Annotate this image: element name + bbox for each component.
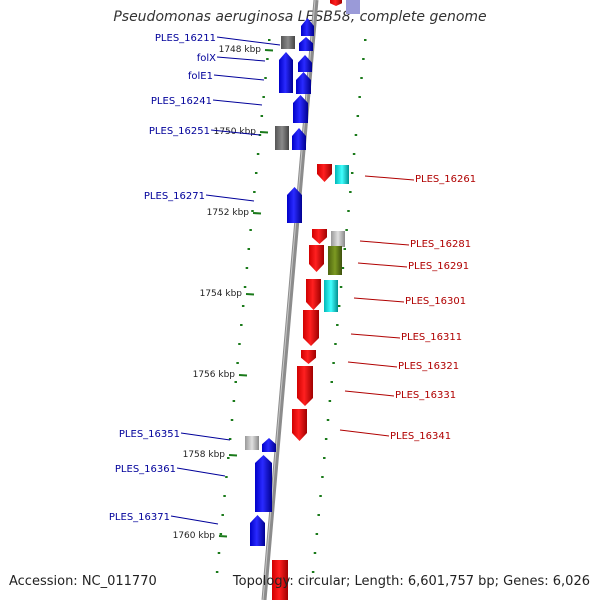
gene-label[interactable]: folX bbox=[197, 53, 216, 64]
minus-strand-labels: PLES_16261 PLES_16281 PLES_16291 PLES_16… bbox=[339, 174, 476, 442]
plus-strand-guide-dots bbox=[215, 39, 271, 573]
gene-label[interactable]: PLES_16301 bbox=[405, 296, 466, 307]
misc-feature bbox=[245, 436, 259, 450]
gene-label[interactable]: PLES_16351 bbox=[119, 429, 180, 440]
gene-label[interactable]: PLES_16241 bbox=[151, 96, 212, 107]
minus-strand-gene bbox=[317, 164, 332, 182]
misc-feature bbox=[335, 165, 349, 184]
gene-label[interactable]: PLES_16361 bbox=[115, 464, 176, 475]
gene-label[interactable]: PLES_16211 bbox=[155, 33, 216, 44]
gene-label[interactable]: PLES_16251 bbox=[149, 126, 210, 137]
plus-strand-gene bbox=[255, 455, 272, 512]
gene-label[interactable]: PLES_16371 bbox=[109, 512, 170, 523]
position-label: 1754 kbp bbox=[200, 289, 243, 299]
gene-label[interactable]: PLES_16341 bbox=[390, 431, 451, 442]
genome-summary-text: Topology: circular; Length: 6,601,757 bp… bbox=[232, 574, 590, 589]
plus-strand-labels: PLES_16211 folX folE1 PLES_16241 PLES_16… bbox=[109, 33, 281, 525]
plus-strand-gene bbox=[293, 95, 308, 123]
minus-strand-gene bbox=[330, 0, 342, 6]
plus-strand-gene bbox=[298, 55, 312, 72]
minus-strand-gene bbox=[301, 350, 316, 364]
position-tick bbox=[264, 49, 274, 52]
plus-strand-gene bbox=[287, 187, 302, 223]
position-label: 1748 kbp bbox=[219, 45, 262, 55]
plus-strand-gene bbox=[299, 37, 313, 51]
position-ticks bbox=[218, 49, 274, 538]
map-title: Pseudomonas aeruginosa LESB58, complete … bbox=[113, 9, 487, 25]
minus-strand-gene bbox=[306, 279, 321, 310]
gene-label[interactable]: PLES_16281 bbox=[410, 239, 471, 250]
plus-strand-gene bbox=[292, 128, 306, 150]
gene-label[interactable]: PLES_16331 bbox=[395, 390, 456, 401]
position-tick bbox=[228, 454, 238, 457]
misc-feature bbox=[281, 36, 295, 49]
plus-strand-gene bbox=[279, 52, 293, 93]
position-tick bbox=[218, 535, 228, 538]
gene-label[interactable]: folE1 bbox=[188, 71, 213, 82]
position-tick bbox=[259, 131, 269, 134]
plus-strand-gene bbox=[296, 72, 311, 94]
misc-feature bbox=[331, 231, 345, 247]
misc-feature bbox=[275, 126, 289, 150]
genome-backbone bbox=[261, 0, 319, 600]
position-label: 1760 kbp bbox=[173, 531, 216, 541]
position-tick bbox=[245, 293, 255, 296]
gene-label[interactable]: PLES_16261 bbox=[415, 174, 476, 185]
misc-feature bbox=[328, 246, 342, 275]
minus-strand-gene bbox=[272, 560, 288, 600]
position-label: 1756 kbp bbox=[193, 370, 236, 380]
plus-strand-gene bbox=[301, 18, 314, 36]
misc-feature bbox=[346, 0, 360, 14]
gene-label[interactable]: PLES_16271 bbox=[144, 191, 205, 202]
minus-strand-guide-dots bbox=[311, 39, 367, 573]
position-tick bbox=[252, 212, 262, 215]
gene-features bbox=[245, 0, 360, 600]
position-tick bbox=[238, 374, 248, 377]
minus-strand-gene bbox=[312, 229, 327, 244]
minus-strand-gene bbox=[309, 245, 324, 272]
gene-label[interactable]: PLES_16321 bbox=[398, 361, 459, 372]
gene-label[interactable]: PLES_16291 bbox=[408, 261, 469, 272]
gene-label[interactable]: PLES_16311 bbox=[401, 332, 462, 343]
minus-strand-gene bbox=[292, 409, 307, 441]
position-label: 1752 kbp bbox=[207, 208, 250, 218]
minus-strand-gene bbox=[303, 310, 319, 346]
position-label: 1758 kbp bbox=[183, 450, 226, 460]
plus-strand-gene bbox=[250, 515, 265, 546]
misc-feature bbox=[324, 280, 338, 312]
accession-text: Accession: NC_011770 bbox=[9, 574, 157, 589]
plus-strand-gene bbox=[262, 438, 276, 452]
minus-strand-gene bbox=[297, 366, 313, 406]
